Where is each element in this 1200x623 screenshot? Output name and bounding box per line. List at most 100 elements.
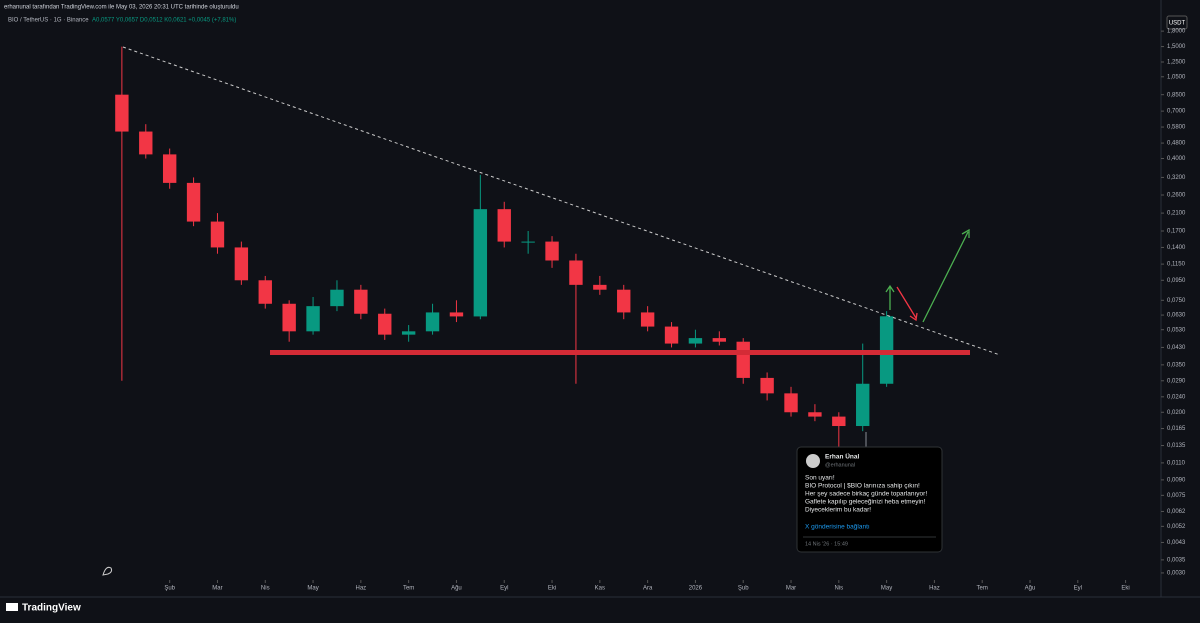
y-tick-label: 0,0075 (1167, 493, 1186, 499)
x-tick-label: Ağu (1025, 586, 1036, 592)
symbol: BIO / TetherUS · 1G · Binance (8, 18, 89, 24)
x-tick-label: Şub (164, 586, 175, 592)
y-tick-label: 0,0430 (1167, 345, 1186, 351)
y-tick-label: 0,0165 (1167, 426, 1186, 432)
candle-body (282, 303, 296, 332)
tweet-line: Gaflete kapılıp geleceğinizi heba etmeyi… (805, 499, 926, 506)
y-tick-label: 1,0500 (1167, 74, 1186, 80)
avatar (806, 454, 820, 468)
x-tick-label: Haz (356, 586, 367, 592)
y-tick-label: 0,0110 (1167, 460, 1186, 466)
y-tick-label: 0,0200 (1167, 410, 1186, 416)
currency-box[interactable] (1166, 15, 1188, 30)
candle-body (808, 412, 822, 417)
y-tick-label: 0,0030 (1167, 571, 1186, 577)
x-tick-label: Ağu (451, 586, 462, 592)
x-tick-label: Ara (643, 586, 653, 592)
tweet-date: 14 Nis '26 · 15:49 (805, 541, 848, 547)
x-tick-label: Kas (595, 586, 605, 592)
y-tick-label: 0,4000 (1167, 156, 1186, 162)
brand-icon (6, 603, 18, 611)
tweet-card[interactable]: Erhan Ünal @erhanunal Son uyarı!BIO Prot… (796, 446, 943, 553)
y-tick-label: 0,3200 (1167, 175, 1186, 181)
tweet-line: Her şey sadece birkaç günde toparlanıyor… (805, 491, 927, 498)
tweet-link[interactable]: X gönderisine bağlantı (805, 524, 870, 531)
x-tick-label: Tem (977, 586, 988, 592)
candle-body (688, 338, 703, 344)
x-tick-label: Eyl (500, 586, 508, 592)
candle-body (593, 284, 607, 290)
candle-body (856, 383, 870, 427)
candle-body (425, 312, 440, 332)
tweet-line: Diyeceklerim bu kadar! (805, 507, 871, 514)
y-tick-label: 0,0240 (1167, 394, 1186, 400)
candle-body (832, 416, 846, 427)
y-tick-label: 0,7000 (1167, 109, 1186, 115)
ohlc: A0,0577 Y0,0657 D0,0512 K0,0621 +0,0045 … (92, 18, 236, 24)
y-tick-label: 1,8000 (1167, 29, 1186, 35)
x-tick-label: Eyl (1074, 586, 1082, 592)
tweet-line: Son uyarı! (805, 475, 835, 482)
candle-body (473, 209, 488, 317)
candle-body (712, 338, 727, 342)
y-tick-label: 0,0043 (1167, 540, 1186, 546)
x-tick-label: May (307, 586, 318, 592)
y-tick-label: 1,2500 (1167, 60, 1186, 66)
y-tick-label: 0,8500 (1167, 92, 1186, 98)
y-tick-label: 0,1150 (1167, 262, 1186, 268)
y-tick-label: 0,0052 (1167, 524, 1186, 530)
y-tick-label: 0,0950 (1167, 278, 1186, 284)
brand: TradingView (22, 603, 81, 614)
y-tick-label: 0,2100 (1167, 211, 1186, 217)
x-tick-label: Eki (548, 586, 556, 592)
candle-body (330, 289, 344, 307)
tweet-line: BIO Protocol | $BIO larınıza sahip çıkın… (805, 483, 920, 490)
trend-line (122, 46, 1001, 356)
tweet-name: Erhan Ünal (825, 452, 860, 461)
candle-body (378, 313, 392, 335)
x-tick-label: May (881, 586, 892, 592)
tweet-box (796, 446, 943, 553)
tweet-handle: @erhanunal (825, 462, 855, 468)
y-tick-label: 0,1700 (1167, 229, 1186, 235)
y-tick-label: 0,0090 (1167, 477, 1186, 483)
candle-body (234, 247, 249, 281)
candle-body (664, 326, 679, 344)
y-tick-label: 0,0062 (1167, 509, 1186, 515)
x-tick-label: Mar (212, 586, 222, 592)
x-tick-label: Haz (929, 586, 940, 592)
y-tick-label: 0,4800 (1167, 141, 1186, 147)
candle-body (521, 241, 535, 243)
currency[interactable]: USDT (1169, 21, 1186, 27)
candle-body (258, 280, 272, 304)
y-tick-label: 0,2600 (1167, 193, 1186, 199)
candle-body (640, 312, 655, 327)
caption: erhanunal tarafından TradingView.com ile… (4, 5, 239, 11)
candle-body (760, 377, 774, 394)
candle-body (210, 221, 225, 248)
x-tick-label: 2026 (689, 586, 703, 592)
x-tick-label: Nis (834, 586, 843, 592)
y-tick-label: 0,1400 (1167, 245, 1186, 251)
logo-icon (102, 566, 113, 576)
y-tick-label: 0,0750 (1167, 298, 1186, 304)
candle-body (401, 331, 416, 335)
candle-body (617, 289, 631, 313)
x-tick-label: Nis (261, 586, 270, 592)
arrows (885, 228, 970, 323)
candle-body (139, 131, 153, 155)
x-tick-label: Tem (403, 586, 414, 592)
y-tick-label: 0,0630 (1167, 313, 1186, 319)
y-tick-label: 0,5800 (1167, 125, 1186, 131)
support-line (270, 350, 970, 355)
candle-body (354, 289, 368, 314)
x-tick-label: Şub (738, 586, 749, 592)
candle-body (449, 312, 464, 317)
candle-body (545, 241, 559, 261)
x-tick-label: Eki (1121, 586, 1129, 592)
candle-body (784, 393, 798, 413)
y-tick-label: 1,5000 (1167, 44, 1186, 50)
y-tick-label: 0,0035 (1167, 557, 1186, 563)
